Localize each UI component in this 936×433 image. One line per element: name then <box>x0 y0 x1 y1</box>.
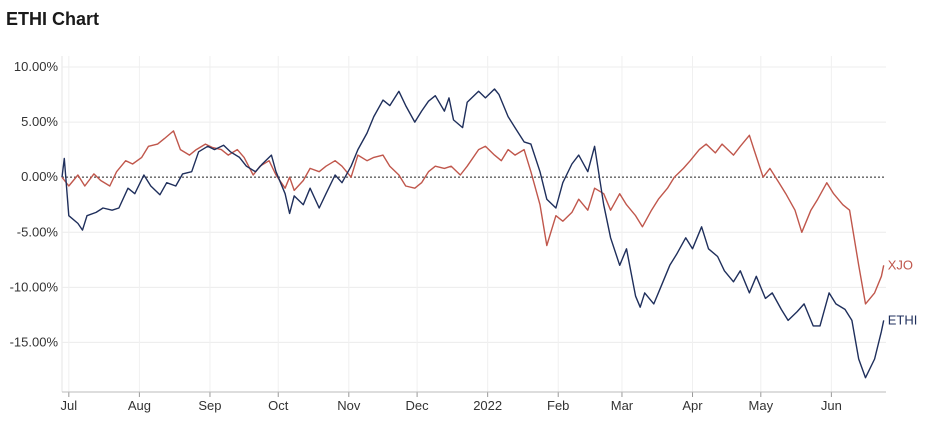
x-tick-label: Jul <box>61 398 78 413</box>
series-layer <box>61 88 885 379</box>
x-tick-label: Feb <box>547 398 569 413</box>
x-tick-label: Jun <box>821 398 842 413</box>
x-tick-label: Sep <box>198 398 221 413</box>
y-tick-label: -5.00% <box>17 224 59 239</box>
x-tick-label: 2022 <box>473 398 502 413</box>
series-line-xjo <box>61 130 885 305</box>
series-label-ethi: ETHI <box>888 312 918 327</box>
x-tick-label: Apr <box>682 398 703 413</box>
label-layer: XJO ETHI <box>888 257 918 327</box>
y-tick-label: -10.00% <box>10 279 59 294</box>
series-line-ethi <box>61 88 885 379</box>
y-tick-label: 5.00% <box>21 114 58 129</box>
x-tick-label: Nov <box>337 398 361 413</box>
y-tick-label: 10.00% <box>14 59 59 74</box>
x-tick-label: Oct <box>268 398 289 413</box>
chart-title: ETHI Chart <box>6 9 100 29</box>
x-tick-label: Dec <box>406 398 430 413</box>
grid-layer <box>61 56 886 392</box>
y-tick-label: -15.00% <box>10 334 59 349</box>
series-label-xjo: XJO <box>888 257 913 272</box>
x-tick-label: May <box>749 398 774 413</box>
y-tick-label: 0.00% <box>21 169 58 184</box>
axis-layer: 10.00% 5.00% 0.00% -5.00% -10.00% -15.00% Jul A… <box>10 59 886 413</box>
x-tick-label: Mar <box>611 398 634 413</box>
x-tick-label: Aug <box>128 398 151 413</box>
